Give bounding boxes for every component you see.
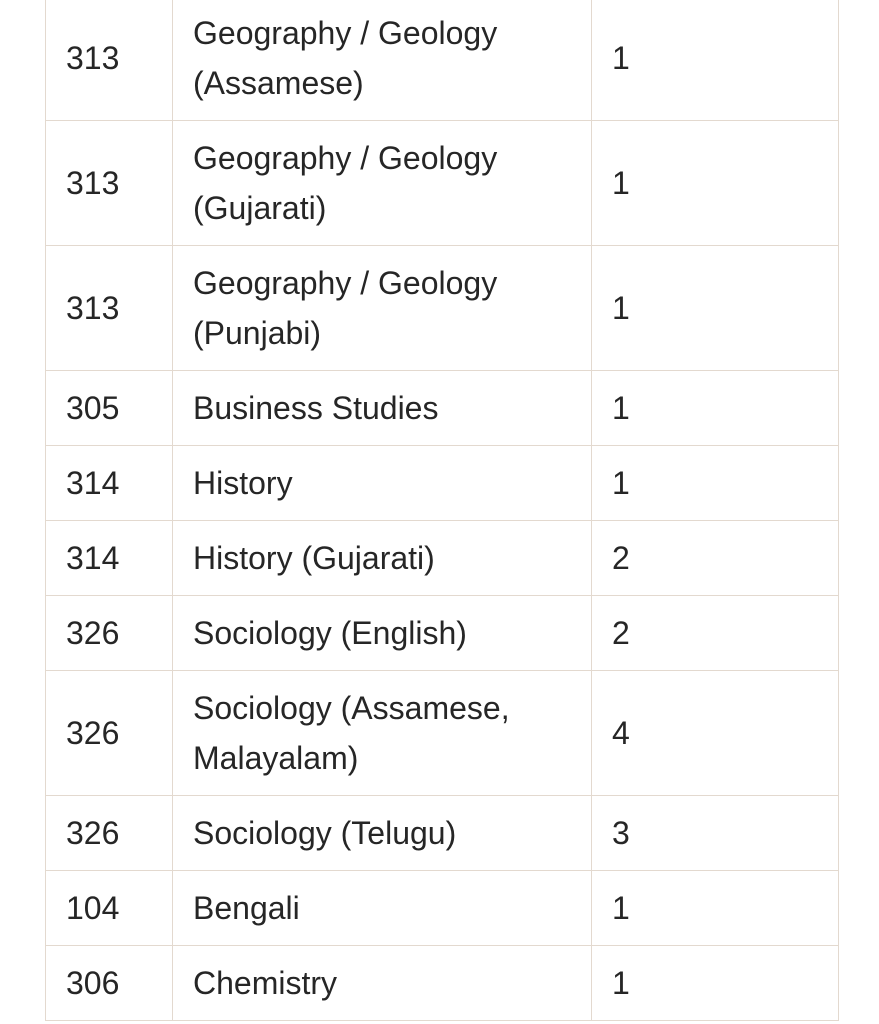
- table-row: 314 History 1: [45, 445, 839, 521]
- count-cell: 1: [591, 370, 839, 446]
- count-cell: 2: [591, 595, 839, 671]
- subject-cell: Geography / Geology (Punjabi): [172, 245, 592, 371]
- table-row: 326 Sociology (English) 2: [45, 595, 839, 671]
- code-cell: 313: [45, 0, 173, 121]
- code-cell: 306: [45, 945, 173, 1021]
- table-body: 313 Geography / Geology (Assamese) 1 313 Geo…: [45, 0, 839, 1021]
- subject-cell: Sociology (Telugu): [172, 795, 592, 871]
- code-cell: 326: [45, 670, 173, 796]
- count-cell: 2: [591, 520, 839, 596]
- table-row: 314 History (Gujarati) 2: [45, 520, 839, 596]
- table-row: 306 Chemistry 1: [45, 945, 839, 1021]
- table-row: 313 Geography / Geology (Assamese) 1: [45, 0, 839, 121]
- subject-cell: Geography / Geology (Gujarati): [172, 120, 592, 246]
- count-cell: 1: [591, 245, 839, 371]
- table-row: 326 Sociology (Assamese, Malayalam) 4: [45, 670, 839, 796]
- code-cell: 326: [45, 795, 173, 871]
- count-cell: 1: [591, 120, 839, 246]
- table-row: 104 Bengali 1: [45, 870, 839, 946]
- subject-cell: Geography / Geology (Assamese): [172, 0, 592, 121]
- count-cell: 4: [591, 670, 839, 796]
- subject-cell: Bengali: [172, 870, 592, 946]
- table-row: 305 Business Studies 1: [45, 370, 839, 446]
- count-cell: 3: [591, 795, 839, 871]
- table-row: 313 Geography / Geology (Gujarati) 1: [45, 120, 839, 246]
- subject-cell: History: [172, 445, 592, 521]
- subject-cell: Sociology (English): [172, 595, 592, 671]
- subject-cell: Chemistry: [172, 945, 592, 1021]
- table-row: 326 Sociology (Telugu) 3: [45, 795, 839, 871]
- code-cell: 314: [45, 445, 173, 521]
- count-cell: 1: [591, 945, 839, 1021]
- count-cell: 1: [591, 445, 839, 521]
- subject-cell: Business Studies: [172, 370, 592, 446]
- code-cell: 326: [45, 595, 173, 671]
- table-row: 313 Geography / Geology (Punjabi) 1: [45, 245, 839, 371]
- count-cell: 1: [591, 0, 839, 121]
- code-cell: 313: [45, 245, 173, 371]
- code-cell: 305: [45, 370, 173, 446]
- count-cell: 1: [591, 870, 839, 946]
- subject-cell: Sociology (Assamese, Malayalam): [172, 670, 592, 796]
- code-cell: 314: [45, 520, 173, 596]
- subject-cell: History (Gujarati): [172, 520, 592, 596]
- code-cell: 313: [45, 120, 173, 246]
- data-table: 313 Geography / Geology (Assamese) 1 313 Geo…: [45, 0, 839, 1021]
- code-cell: 104: [45, 870, 173, 946]
